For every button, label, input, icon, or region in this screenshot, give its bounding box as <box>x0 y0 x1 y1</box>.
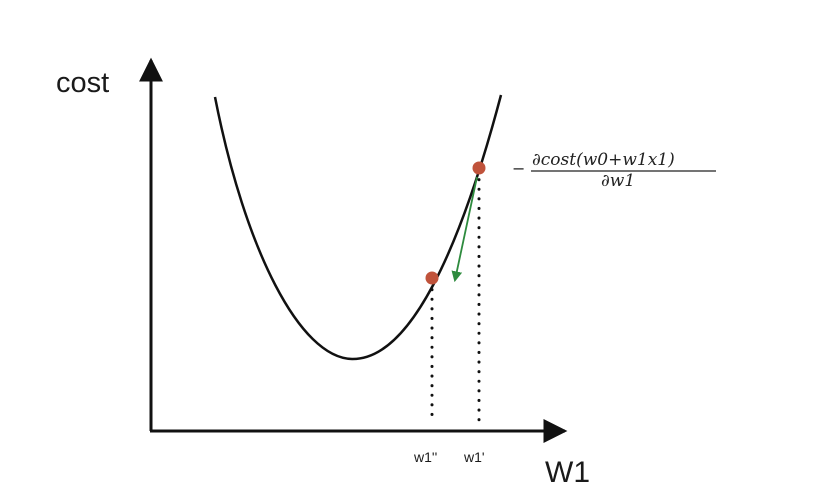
gradient-step-arrow <box>451 176 478 283</box>
tick-label-w1-second: w1'' <box>413 449 437 465</box>
formula-sign: − <box>512 159 525 178</box>
formula-denominator: ∂w1 <box>601 171 635 191</box>
cost-curve <box>213 94 503 361</box>
point-w1-first <box>472 161 486 175</box>
point-w1-second <box>425 271 439 285</box>
y-axis-label: cost <box>56 67 109 99</box>
tick-label-w1-first: w1' <box>463 449 485 465</box>
formula-numerator: ∂cost(w0+w1x1) <box>532 150 675 170</box>
x-axis-label: W1 <box>545 456 590 489</box>
gradient-formula: − ∂cost(w0+w1x1) ∂w1 <box>512 150 716 191</box>
